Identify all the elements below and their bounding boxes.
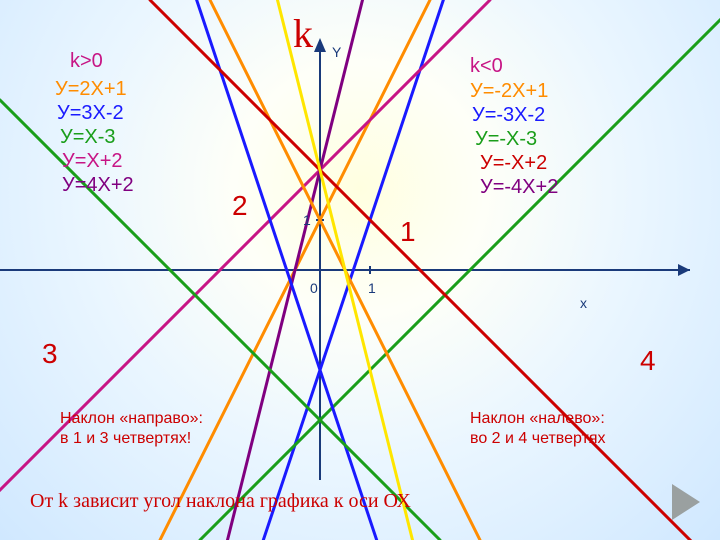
unit-y-label: 1	[303, 212, 311, 228]
eq-3x-minus-2: У=3Х-2	[57, 102, 124, 125]
eq-negx-plus-2: У=-Х+2	[480, 152, 547, 175]
k-negative-label: k<0	[470, 55, 503, 78]
quadrant-4: 4	[640, 345, 656, 377]
eq-neg3x-minus-2: У=-3Х-2	[472, 104, 545, 127]
axis-y-label: Y	[332, 44, 341, 60]
quadrant-2: 2	[232, 190, 248, 222]
k-positive-label: k>0	[70, 50, 103, 73]
quadrant-3: 3	[42, 338, 58, 370]
axis-x-label: x	[580, 295, 587, 311]
caption-right-1: Наклон «налево»:	[470, 410, 605, 428]
caption-left-2: в 1 и 3 четвертях!	[60, 430, 191, 448]
eq-neg4x-plus-2: У=-4Х+2	[480, 176, 558, 199]
next-button[interactable]	[672, 484, 700, 520]
eq-negx-minus-3: У=-Х-3	[475, 128, 537, 151]
k-title: k	[293, 10, 313, 57]
bottom-caption: От k зависит угол наклона графика к оси …	[30, 490, 411, 513]
origin-label: 0	[310, 280, 318, 296]
unit-x-label: 1	[368, 280, 376, 296]
eq-4x-plus-2: У=4Х+2	[62, 174, 134, 197]
caption-right-2: во 2 и 4 четвертях	[470, 430, 606, 448]
eq-x-minus-3: У=Х-3	[60, 126, 116, 149]
eq-2x-plus-1: У=2Х+1	[55, 78, 127, 101]
quadrant-1: 1	[400, 216, 416, 248]
eq-neg2x-plus-1: У=-2Х+1	[470, 80, 548, 103]
eq-x-plus-2: У=Х+2	[62, 150, 123, 173]
caption-left-1: Наклон «направо»:	[60, 410, 203, 428]
